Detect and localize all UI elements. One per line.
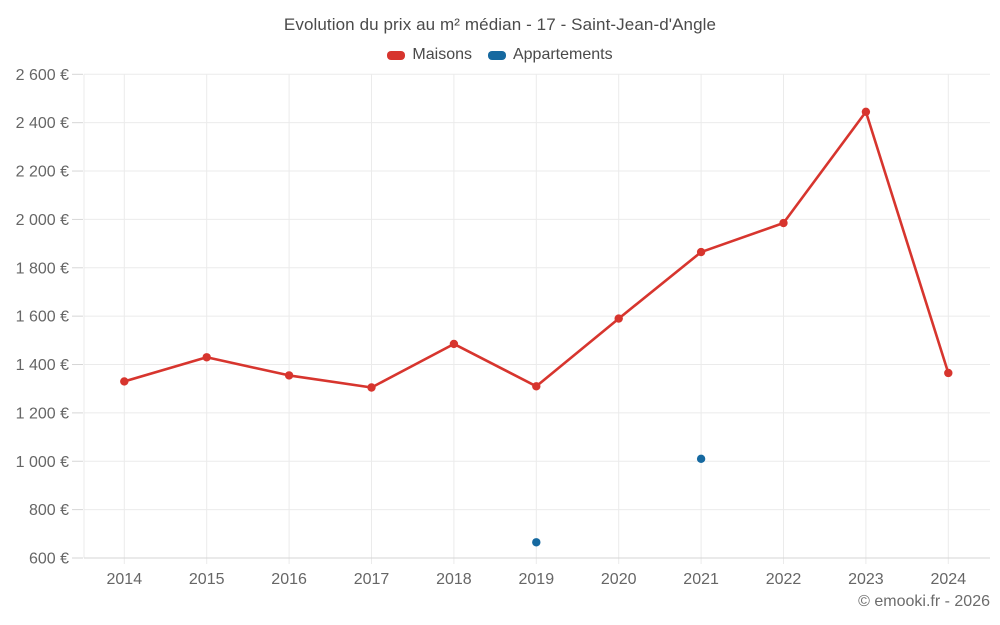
x-tick-label: 2014: [107, 571, 143, 588]
y-tick-label: 1 000 €: [16, 454, 69, 471]
x-tick-label: 2015: [189, 571, 225, 588]
data-point-maisons: [696, 247, 706, 257]
x-tick-label: 2021: [683, 571, 719, 588]
legend-item-maisons[interactable]: Maisons: [387, 46, 472, 64]
legend-label-appartements: Appartements: [512, 46, 613, 63]
x-tick-label: 2016: [271, 571, 307, 588]
x-tick-label: 2017: [354, 571, 390, 588]
data-point-maisons: [367, 383, 376, 392]
y-tick-label: 2 000 €: [16, 212, 69, 229]
x-tick-label: 2020: [601, 571, 637, 588]
data-point-maisons: [284, 371, 294, 380]
x-tick-label: 2018: [436, 571, 472, 588]
y-tick-label: 2 600 €: [16, 67, 69, 84]
x-tick-label: 2023: [848, 571, 884, 588]
legend-label-maisons: Maisons: [412, 46, 472, 63]
copyright-credit: © emooki.fr - 2026: [858, 593, 990, 610]
data-point-maisons: [614, 314, 623, 323]
data-point-maisons: [944, 368, 953, 378]
data-point-appartements: [696, 454, 706, 464]
y-tick-label: 1 600 €: [16, 309, 69, 326]
y-tick-label: 1 800 €: [16, 260, 69, 277]
data-point-maisons: [120, 377, 129, 386]
data-point-maisons: [779, 218, 788, 228]
data-point-appartements: [532, 538, 541, 547]
y-tick-label: 2 400 €: [16, 115, 69, 132]
y-tick-label: 1 400 €: [16, 357, 69, 374]
chart-title: Evolution du prix au m² médian - 17 - Sa…: [283, 15, 717, 34]
x-tick-label: 2022: [766, 571, 802, 588]
x-tick-label: 2019: [519, 571, 555, 588]
legend-swatch-maisons: [387, 50, 406, 60]
data-point-maisons: [449, 339, 459, 349]
x-tick-label: 2024: [931, 571, 967, 588]
y-tick-label: 800 €: [29, 502, 69, 519]
y-tick-label: 600 €: [29, 551, 69, 568]
y-tick-label: 2 200 €: [16, 164, 69, 181]
data-point-maisons: [532, 382, 541, 391]
legend-item-appartements[interactable]: Appartements: [487, 46, 613, 64]
data-point-maisons: [202, 353, 211, 362]
data-point-maisons: [861, 107, 871, 116]
legend-swatch-appartements: [487, 50, 506, 60]
legend: Maisons Appartements: [0, 46, 1000, 64]
y-tick-label: 1 200 €: [16, 405, 69, 422]
